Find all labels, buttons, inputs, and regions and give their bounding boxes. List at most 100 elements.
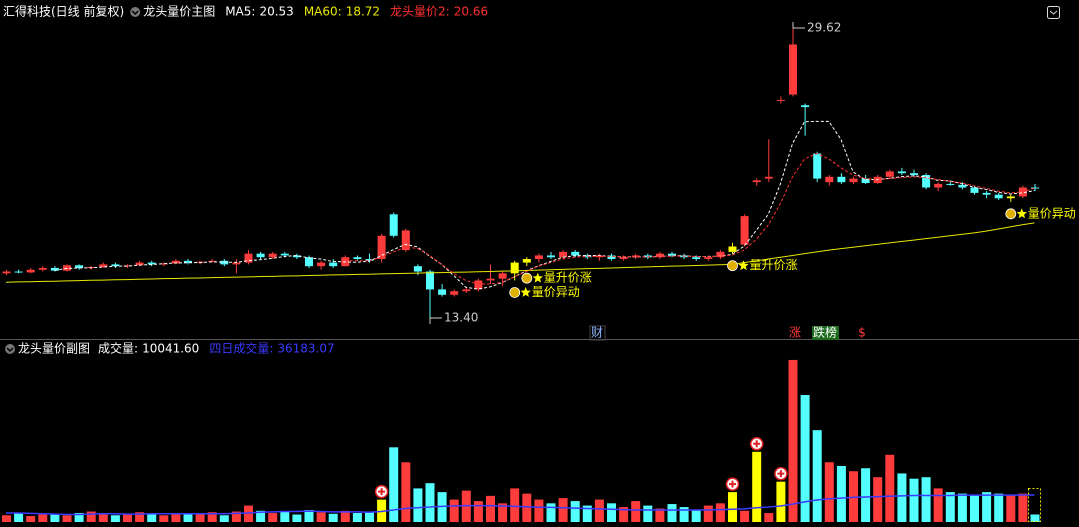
volume-bar [195, 513, 205, 522]
volume-bar [231, 511, 241, 522]
volume-bar [74, 513, 84, 522]
volume-flag-cross [378, 488, 386, 496]
volume-bar [413, 488, 423, 522]
signal-label: 量升价涨 [750, 257, 798, 272]
cursor-box [1028, 488, 1041, 522]
volume-bar [982, 492, 992, 522]
candle-body [571, 251, 580, 256]
candle-body [655, 253, 664, 258]
candle-body [147, 262, 156, 265]
candle-body [740, 216, 749, 245]
window-button[interactable] [1047, 6, 1060, 19]
candle-body [280, 253, 289, 256]
window-button-icon [1049, 10, 1058, 15]
volume-bar [510, 488, 520, 522]
header-text: 20.66 [454, 5, 488, 19]
candle-body [970, 187, 979, 193]
signal-icon [521, 272, 533, 284]
indicator-icon [5, 344, 15, 354]
volume-bar [619, 507, 629, 522]
volume-bar [98, 514, 108, 522]
candle-body [389, 214, 398, 236]
candle-body [910, 173, 918, 175]
volume-bar [643, 505, 653, 522]
volume-bar [691, 510, 701, 522]
candle-body [111, 264, 120, 267]
annotation-leader [792, 22, 805, 29]
volume-bar [740, 510, 750, 522]
candle-body [522, 259, 531, 263]
volume-bar [546, 503, 556, 522]
volume-bar [62, 515, 72, 522]
volume-bar [425, 483, 435, 522]
volume-bar [522, 493, 532, 522]
candle-body [825, 176, 834, 183]
volume-bar [812, 430, 822, 522]
volume-bar [26, 516, 36, 522]
volume-bar [449, 499, 459, 522]
volume-bar [1006, 495, 1016, 522]
candle-body [849, 178, 858, 183]
candle-body [220, 260, 229, 265]
volume-bar [316, 512, 326, 522]
volume-bar [292, 514, 302, 522]
candle-body [1006, 196, 1015, 199]
candle-body [462, 289, 471, 292]
volume-flag-cross [753, 440, 761, 448]
annotation-leader [429, 317, 442, 325]
volume-bar [897, 473, 907, 522]
volume-bar [244, 505, 253, 522]
tag-box [589, 325, 606, 341]
signal-star [1016, 208, 1027, 219]
signal-label: 量价异动 [532, 285, 580, 299]
candle-body [377, 235, 386, 260]
candle-body [994, 194, 1003, 199]
volume-bar [328, 513, 338, 522]
volume-bar [703, 505, 713, 522]
candle-body [305, 257, 313, 267]
volume-bar [957, 493, 967, 522]
volume-bar [655, 508, 665, 522]
candle-body [837, 176, 846, 183]
volume-bar [945, 492, 955, 522]
header-text: 四日成交量: [209, 341, 273, 356]
volume-bar [147, 514, 157, 522]
candle-body [426, 271, 434, 290]
volume-bar [631, 501, 641, 522]
volume-bar [1030, 514, 1040, 522]
volume-bar [607, 503, 616, 522]
candle-body [861, 178, 870, 184]
candle-body [958, 184, 967, 188]
volume-bar [788, 359, 798, 522]
volume-flag-cross [777, 470, 785, 478]
candle-body [607, 255, 616, 260]
candle-body [813, 153, 822, 179]
volume-bar [873, 477, 883, 522]
volume-bar [219, 515, 229, 522]
candle-body [208, 260, 217, 262]
volume-bar [534, 499, 544, 522]
volume-bar [921, 477, 931, 522]
candle-body [50, 267, 59, 271]
tag-box [812, 326, 839, 340]
volume-bar [909, 478, 919, 522]
candle-body [982, 192, 991, 195]
candle-body [704, 257, 713, 260]
volume-bar [824, 462, 834, 522]
tag: 涨 [789, 325, 801, 340]
indicator-line [6, 494, 1035, 516]
volume-bar [352, 513, 362, 522]
candle-body [547, 255, 555, 258]
volume-bar [994, 493, 1004, 522]
candle-body [559, 251, 568, 258]
volume-bar [135, 512, 145, 522]
header-text: 36183.07 [277, 342, 334, 356]
candle-body [135, 262, 144, 266]
signal-star [520, 287, 531, 297]
candle-body [619, 257, 628, 260]
signal-icon [509, 287, 521, 298]
volume-bar [861, 468, 871, 522]
